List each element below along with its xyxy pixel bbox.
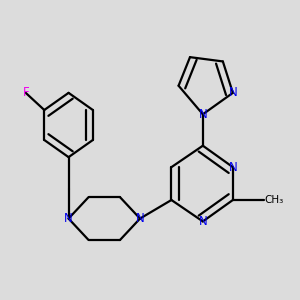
Text: N: N <box>199 215 207 228</box>
Text: N: N <box>199 108 207 121</box>
Text: N: N <box>136 212 144 225</box>
Text: N: N <box>229 86 237 99</box>
Text: N: N <box>229 160 237 174</box>
Text: N: N <box>64 212 73 225</box>
Text: F: F <box>22 86 29 99</box>
Text: CH₃: CH₃ <box>264 195 284 205</box>
